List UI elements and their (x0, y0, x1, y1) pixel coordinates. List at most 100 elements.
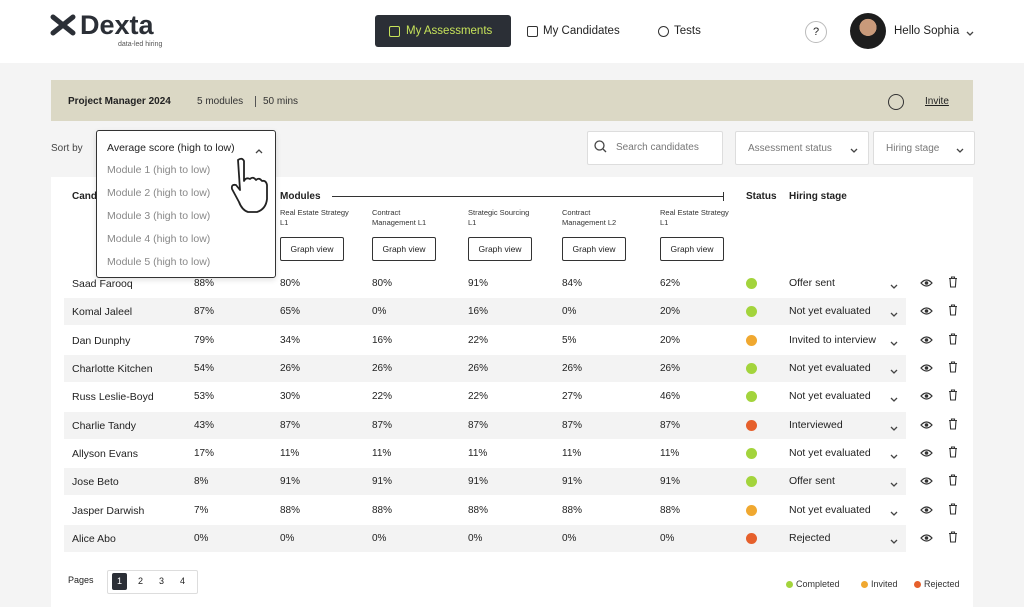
candidate-name[interactable]: Charlotte Kitchen (72, 363, 153, 375)
hiring-stage[interactable]: Invited to interview (789, 334, 876, 346)
icon (949, 361, 957, 373)
delete-icon[interactable] (948, 474, 958, 489)
score: 26% (372, 363, 393, 374)
stage-chevron[interactable] (890, 394, 898, 406)
icon (890, 369, 898, 374)
view-icon[interactable] (920, 306, 933, 319)
nav-icon (658, 26, 669, 37)
graph-view-button[interactable]: Graph view (468, 237, 532, 261)
stage-chevron[interactable] (890, 309, 898, 321)
greeting[interactable]: Hello Sophia (894, 25, 960, 37)
delete-icon[interactable] (948, 361, 958, 376)
status-dot (746, 391, 757, 402)
sort-option[interactable]: Module 1 (high to low) (107, 164, 211, 176)
hiring-stage[interactable]: Offer sent (789, 475, 835, 487)
help-button[interactable]: ? (805, 21, 827, 43)
stage-chevron[interactable] (890, 338, 898, 350)
view-icon[interactable] (920, 391, 933, 404)
delete-icon[interactable] (948, 531, 958, 546)
stage-chevron[interactable] (890, 423, 898, 435)
module-name: Strategic Sourcing L1 (468, 208, 530, 227)
candidate-name[interactable]: Jose Beto (72, 476, 119, 488)
filter-dropdown[interactable]: Assessment status (735, 131, 869, 165)
candidate-name[interactable]: Alice Abo (72, 533, 116, 545)
delete-icon[interactable] (948, 304, 958, 319)
score: 0% (562, 306, 577, 317)
invite-link[interactable]: Invite (925, 96, 949, 107)
icon (890, 284, 898, 289)
hiring-stage[interactable]: Not yet evaluated (789, 362, 871, 374)
page-button[interactable]: 1 (112, 573, 127, 590)
graph-view-button[interactable]: Graph view (660, 237, 724, 261)
view-icon[interactable] (920, 505, 933, 518)
nav-item[interactable]: My Assessments (375, 15, 511, 47)
hiring-stage[interactable]: Not yet evaluated (789, 447, 871, 459)
candidate-name[interactable]: Russ Leslie-Boyd (72, 391, 154, 403)
view-icon[interactable] (920, 476, 933, 489)
assessment-bar (51, 80, 973, 121)
page-button[interactable]: 3 (158, 576, 164, 586)
score: 88% (562, 505, 583, 516)
filter-dropdown[interactable]: Hiring stage (873, 131, 975, 165)
sort-option[interactable]: Module 4 (high to low) (107, 233, 211, 245)
sort-chevron[interactable] (255, 145, 263, 157)
delete-icon[interactable] (948, 418, 958, 433)
icon (920, 506, 933, 514)
icon (890, 539, 898, 544)
stage-chevron[interactable] (890, 536, 898, 548)
icon (890, 312, 898, 317)
delete-icon[interactable] (948, 333, 958, 348)
graph-view-button[interactable]: Graph view (280, 237, 344, 261)
view-icon[interactable] (920, 363, 933, 376)
logo[interactable]: Dexta (80, 10, 154, 40)
stage-chevron[interactable] (890, 479, 898, 491)
stage-chevron[interactable] (890, 451, 898, 463)
stage-chevron[interactable] (890, 281, 898, 293)
view-icon[interactable] (920, 448, 933, 461)
hiring-stage[interactable]: Not yet evaluated (789, 504, 871, 516)
candidate-name[interactable]: Allyson Evans (72, 448, 138, 460)
delete-icon[interactable] (948, 503, 958, 518)
candidate-name[interactable]: Charlie Tandy (72, 420, 137, 432)
nav-label: My Assessments (406, 25, 493, 37)
sort-option[interactable]: Module 5 (high to low) (107, 256, 211, 268)
assessment-title: Project Manager 2024 (68, 96, 171, 107)
hiring-stage[interactable]: Not yet evaluated (789, 305, 871, 317)
score: 54% (194, 363, 215, 374)
icon (949, 446, 957, 458)
candidate-name[interactable]: Saad Farooq (72, 278, 133, 290)
sort-label: Sort by (51, 143, 83, 154)
icon (949, 474, 957, 486)
graph-view-button[interactable]: Graph view (562, 237, 626, 261)
icon (920, 392, 933, 400)
more-button[interactable] (888, 94, 904, 110)
col-modules: Modules (280, 191, 321, 202)
view-icon[interactable] (920, 420, 933, 433)
sort-option[interactable]: Module 3 (high to low) (107, 210, 211, 222)
candidate-name[interactable]: Jasper Darwish (72, 505, 145, 517)
hiring-stage[interactable]: Rejected (789, 532, 831, 544)
stage-chevron[interactable] (890, 508, 898, 520)
icon (949, 333, 957, 345)
avatar[interactable] (850, 13, 886, 49)
page-button[interactable]: 2 (137, 576, 143, 586)
hiring-stage[interactable]: Offer sent (789, 277, 835, 289)
view-icon[interactable] (920, 278, 933, 291)
delete-icon[interactable] (948, 446, 958, 461)
delete-icon[interactable] (948, 276, 958, 291)
delete-icon[interactable] (948, 389, 958, 404)
hiring-stage[interactable]: Not yet evaluated (789, 390, 871, 402)
candidate-name[interactable]: Dan Dunphy (72, 335, 131, 347)
stage-chevron[interactable] (890, 366, 898, 378)
search-box[interactable] (587, 131, 723, 165)
view-icon[interactable] (920, 335, 933, 348)
view-icon[interactable] (920, 533, 933, 546)
greeting-chevron[interactable] (966, 28, 974, 40)
hiring-stage[interactable]: Interviewed (789, 419, 843, 431)
graph-view-button[interactable]: Graph view (372, 237, 436, 261)
page-button[interactable]: 4 (179, 576, 185, 586)
sort-option[interactable]: Module 2 (high to low) (107, 187, 211, 199)
candidate-name[interactable]: Komal Jaleel (72, 306, 133, 318)
sort-selected[interactable]: Average score (high to low) (107, 142, 235, 154)
